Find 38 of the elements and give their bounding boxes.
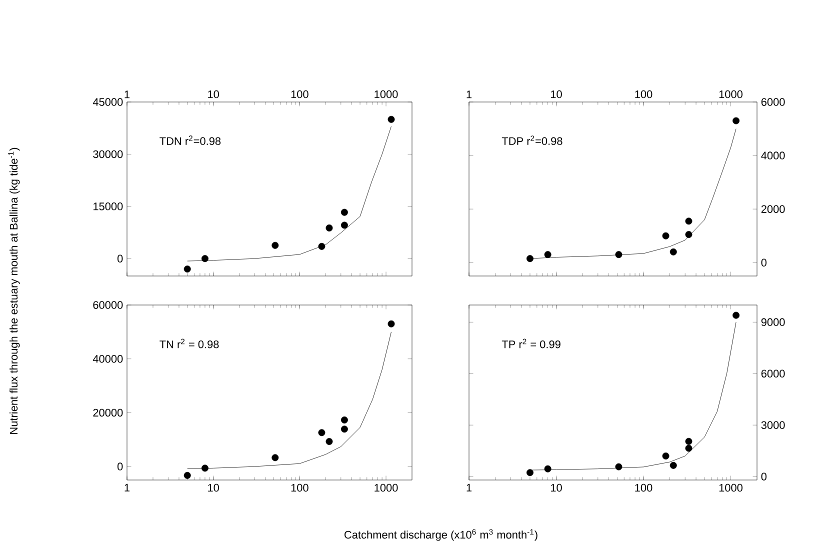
x-tick-label: 10: [550, 484, 562, 492]
annotation: TDP r$^{2}$=0.98: [502, 136, 562, 145]
y2-tick-label: 2000: [761, 205, 785, 213]
x-tick-label: 1000: [374, 484, 398, 492]
x-tick-label: 1: [466, 484, 472, 492]
x-tick-label: 1000: [719, 484, 742, 492]
y2-tick-label: 6000: [761, 98, 785, 106]
x-tick-label: 100: [635, 484, 652, 492]
y2-tick-label: 6000: [761, 370, 785, 378]
x-tick-label: 100: [291, 484, 308, 492]
annotation: TP r$^{2}$ = 0.99: [502, 338, 560, 348]
x-tick-label: 1000: [374, 90, 398, 98]
x-tick-label: 1: [466, 90, 472, 98]
y-tick-label: 40000: [92, 354, 123, 363]
y2-tick-label: 3000: [761, 421, 785, 429]
y2-tick-label: 9000: [761, 318, 785, 326]
y-tick-label: 0: [117, 462, 123, 470]
y2-tick-label: 4000: [761, 152, 785, 160]
x-tick-label: 100: [635, 90, 652, 98]
y-axis-title: Nutrient flux through the estuary mouth at Ballina (kg tide$^{-1}$): [8, 148, 20, 434]
y-tick-label: 30000: [93, 150, 123, 158]
y-tick-label: 60000: [93, 301, 123, 309]
x-tick-label: 10: [550, 90, 562, 98]
x-tick-label: 1: [124, 90, 130, 98]
y2-tick-label: 0: [761, 258, 767, 266]
x-tick-label: 10: [208, 90, 219, 98]
y-tick-label: 20000: [93, 408, 123, 417]
x-axis-title: Catchment discharge (x10$^{6}$ m$^{3}$ month$^{-1}$): [344, 529, 538, 541]
annotation: TDN r$^{2}$=0.98: [160, 136, 221, 145]
x-tick-label: 1000: [719, 90, 742, 98]
y2-tick-label: 0: [761, 472, 767, 480]
annotation: TN r$^{2}$ = 0.98: [160, 338, 219, 348]
y-tick-label: 0: [117, 254, 123, 262]
y-tick-label: 15000: [94, 202, 123, 210]
x-tick-label: 1: [124, 484, 130, 492]
x-tick-label: 10: [208, 484, 219, 492]
y-tick-label: 45000: [92, 98, 123, 106]
x-tick-label: 100: [291, 90, 308, 98]
